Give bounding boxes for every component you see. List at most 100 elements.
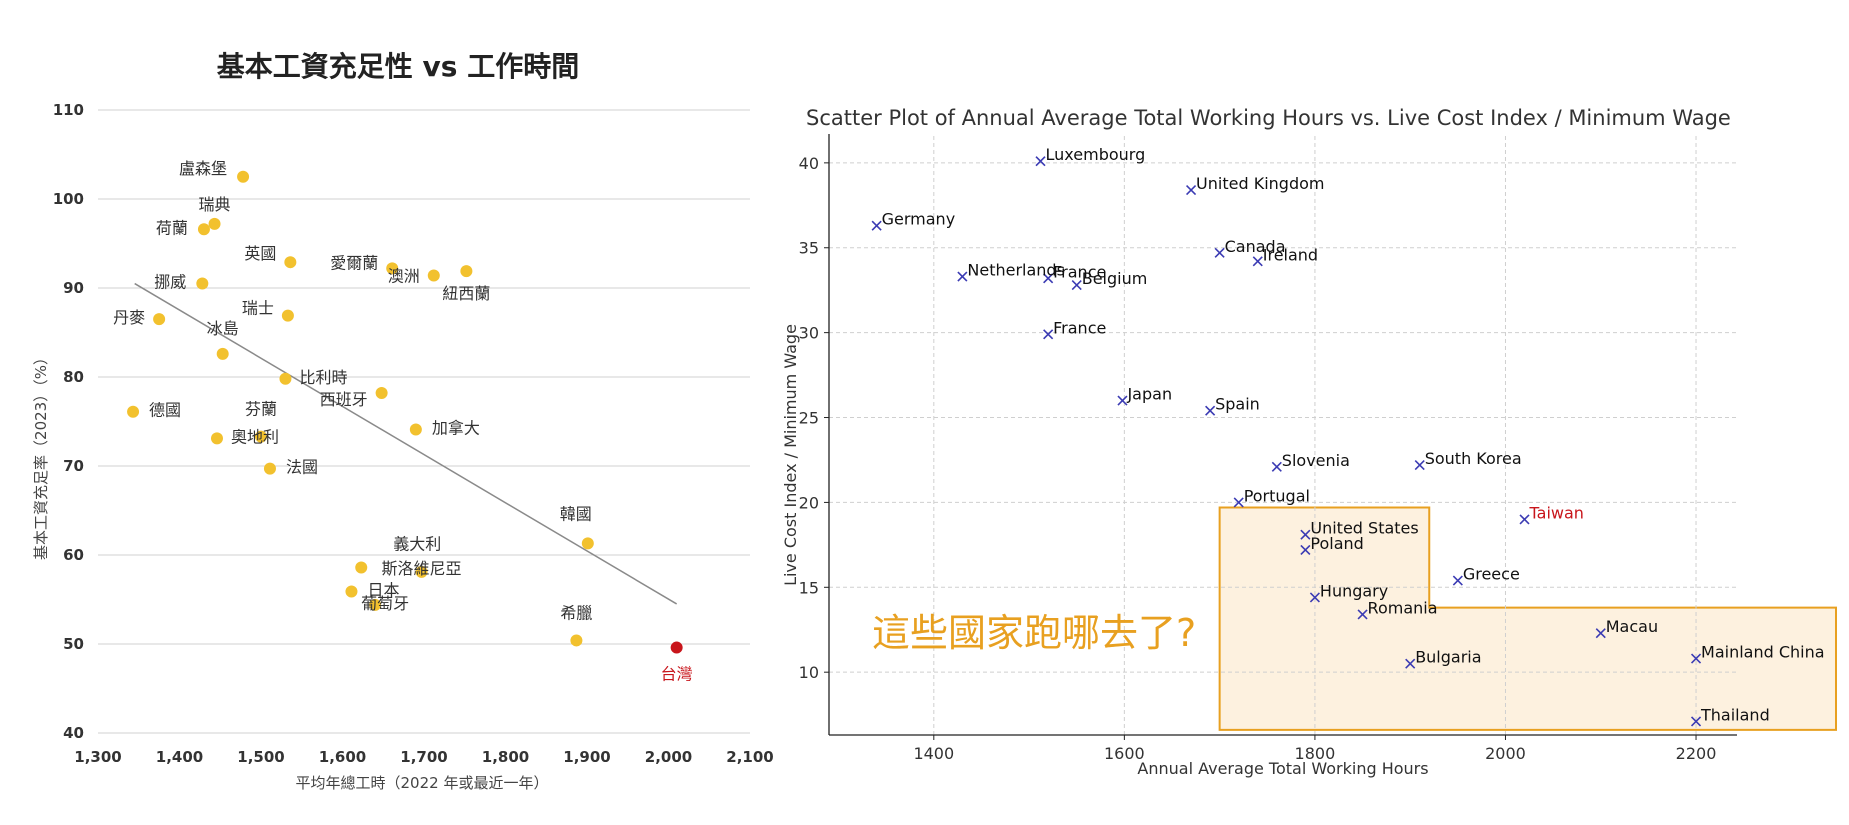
data-markers [871,156,1702,727]
data-point [208,217,221,230]
point-label: 比利時 [299,368,347,387]
point-label: 紐西蘭 [442,284,490,303]
point-label: Bulgaria [1415,648,1481,667]
data-point [355,561,368,574]
data-point [263,462,276,475]
data-point [375,387,388,400]
x-axis-label: 平均年總工時（2022 年或最近一年） [296,774,549,792]
x-tick-label: 1,500 [237,748,284,766]
data-point [581,537,594,550]
highlight-region-box [1218,506,1837,731]
data-point [281,309,294,322]
data-marker [1405,658,1416,669]
highlight-region [1218,506,1837,731]
data-point [127,405,140,418]
data-point [415,565,428,578]
point-label: Poland [1310,534,1363,553]
point-label: United Kingdom [1196,174,1324,193]
point-label: 法國 [286,458,318,477]
point-label: 芬蘭 [245,400,277,419]
point-label: Germany [882,210,956,229]
y-tick-label: 25 [799,409,819,428]
point-label: 西班牙 [320,390,368,409]
point-label: Portugal [1244,486,1310,505]
point-label: 德國 [149,401,181,420]
point-label: Belgium [1082,269,1148,288]
y-tick-label: 10 [799,663,819,682]
point-label: Taiwan [1529,503,1584,522]
data-marker [1414,459,1425,471]
y-tick-label: 40 [63,724,84,742]
x-tick-label: 1,700 [400,748,447,766]
x-tick-label: 2200 [1676,744,1717,763]
data-point [216,347,229,360]
x-tick-label: 2000 [1485,744,1526,763]
point-label: Ireland [1263,245,1318,264]
point-label: Japan [1126,385,1172,404]
data-point [284,256,297,269]
point-label: 澳洲 [388,267,420,286]
point-label: Hungary [1320,581,1388,600]
point-label: United States [1310,519,1418,538]
chart-cost-index: Scatter Plot of Annual Average Total Wor… [781,106,1837,778]
point-label: Spain [1215,395,1260,414]
gridlines [829,134,1737,735]
x-tick-label: 1,400 [156,748,203,766]
chart-title: 基本工資充足性 vs 工作時間 [217,50,579,83]
y-tick-label: 100 [53,190,84,208]
point-label: France [1053,262,1106,281]
data-marker [1595,628,1606,639]
point-label: Canada [1225,237,1286,256]
y-tick-labels: 40 50 60 70 80 90 100 110 [53,101,84,742]
data-marker [871,220,882,231]
data-marker [1252,256,1263,267]
point-label: Macau [1606,617,1658,636]
x-tick-labels: 1400 1600 1800 2000 2200 [913,744,1716,763]
point-label: Netherlands [967,261,1065,280]
data-point [670,641,683,654]
data-marker [1043,273,1054,284]
data-marker [1071,280,1082,291]
point-label: 台灣 [661,665,693,684]
point-label: France [1053,318,1106,337]
point-label: 英國 [244,244,276,263]
x-tick-label: 1,300 [74,748,121,766]
point-label: Slovenia [1282,451,1350,470]
data-marker [1452,575,1463,586]
chart-title: Scatter Plot of Annual Average Total Wor… [806,106,1731,130]
x-tick-label: 1400 [913,744,954,763]
point-label: 韓國 [560,504,592,523]
data-point [196,277,209,290]
data-marker [1214,247,1225,258]
x-tick-label: 1800 [1295,744,1336,763]
data-marker [1309,592,1320,603]
point-label: Mainland China [1701,643,1825,662]
y-tick-label: 90 [63,279,84,297]
data-point [237,170,250,183]
point-label: 瑞士 [242,299,274,318]
data-marker [1519,514,1530,525]
point-label: 瑞典 [199,195,231,214]
data-marker [1043,329,1054,340]
y-gridlines [98,109,750,734]
data-marker [1357,609,1368,620]
y-tick-label: 35 [799,239,819,258]
point-label: 盧森堡 [179,159,227,178]
x-tick-labels: 1,300 1,400 1,500 1,600 1,700 1,800 1,900 2,000… [74,748,773,766]
y-tick-label: 30 [799,324,819,343]
y-tick-label: 15 [799,578,819,597]
x-tick-label: 2,100 [726,748,773,766]
data-point [197,223,210,236]
data-point [153,313,166,326]
data-point [427,269,440,282]
point-label: 愛爾蘭 [330,253,378,272]
data-point [255,430,267,443]
point-label: 荷蘭 [156,218,188,237]
data-point [409,423,422,436]
data-point [279,372,292,385]
data-point [386,262,399,275]
point-label: 葡萄牙 [361,594,409,613]
data-marker [1185,184,1197,196]
